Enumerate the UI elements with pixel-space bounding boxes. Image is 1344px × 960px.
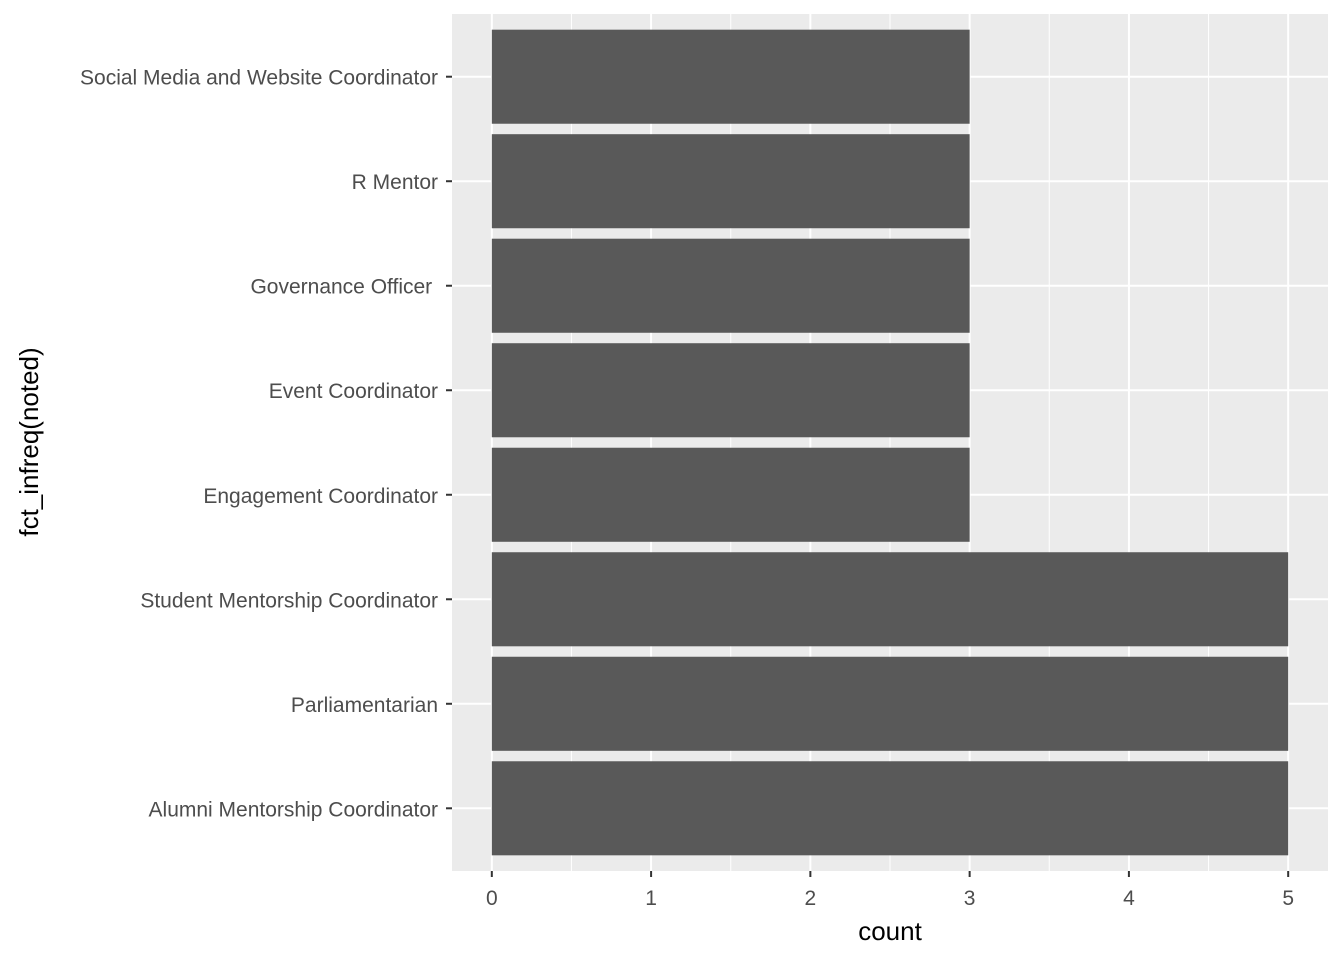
y-axis-title: fct_infreq(noted)	[14, 347, 44, 536]
y-tick-label: Governance Officer	[250, 276, 438, 299]
x-axis-title: count	[858, 916, 922, 946]
bar	[491, 552, 1289, 647]
y-tick-label: Parliamentarian	[291, 694, 438, 717]
x-tick-label: 0	[486, 887, 498, 910]
bar	[491, 656, 1289, 751]
x-tick-label: 3	[964, 887, 976, 910]
bar	[491, 343, 970, 438]
y-tick-label: Alumni Mentorship Coordinator	[149, 798, 438, 821]
x-tick-label: 4	[1123, 887, 1135, 910]
y-tick-label: Student Mentorship Coordinator	[140, 589, 438, 612]
y-tick-label: Engagement Coordinator	[203, 485, 438, 508]
bar	[491, 761, 1289, 856]
y-tick-label: Event Coordinator	[269, 380, 438, 403]
x-tick-label: 1	[645, 887, 657, 910]
x-tick-label: 5	[1282, 887, 1294, 910]
bar	[491, 238, 970, 333]
y-tick-label: R Mentor	[352, 171, 438, 194]
bar	[491, 134, 970, 229]
x-tick-label: 2	[805, 887, 817, 910]
bar	[491, 447, 970, 542]
bar	[491, 29, 970, 124]
y-tick-label: Social Media and Website Coordinator	[80, 67, 438, 90]
